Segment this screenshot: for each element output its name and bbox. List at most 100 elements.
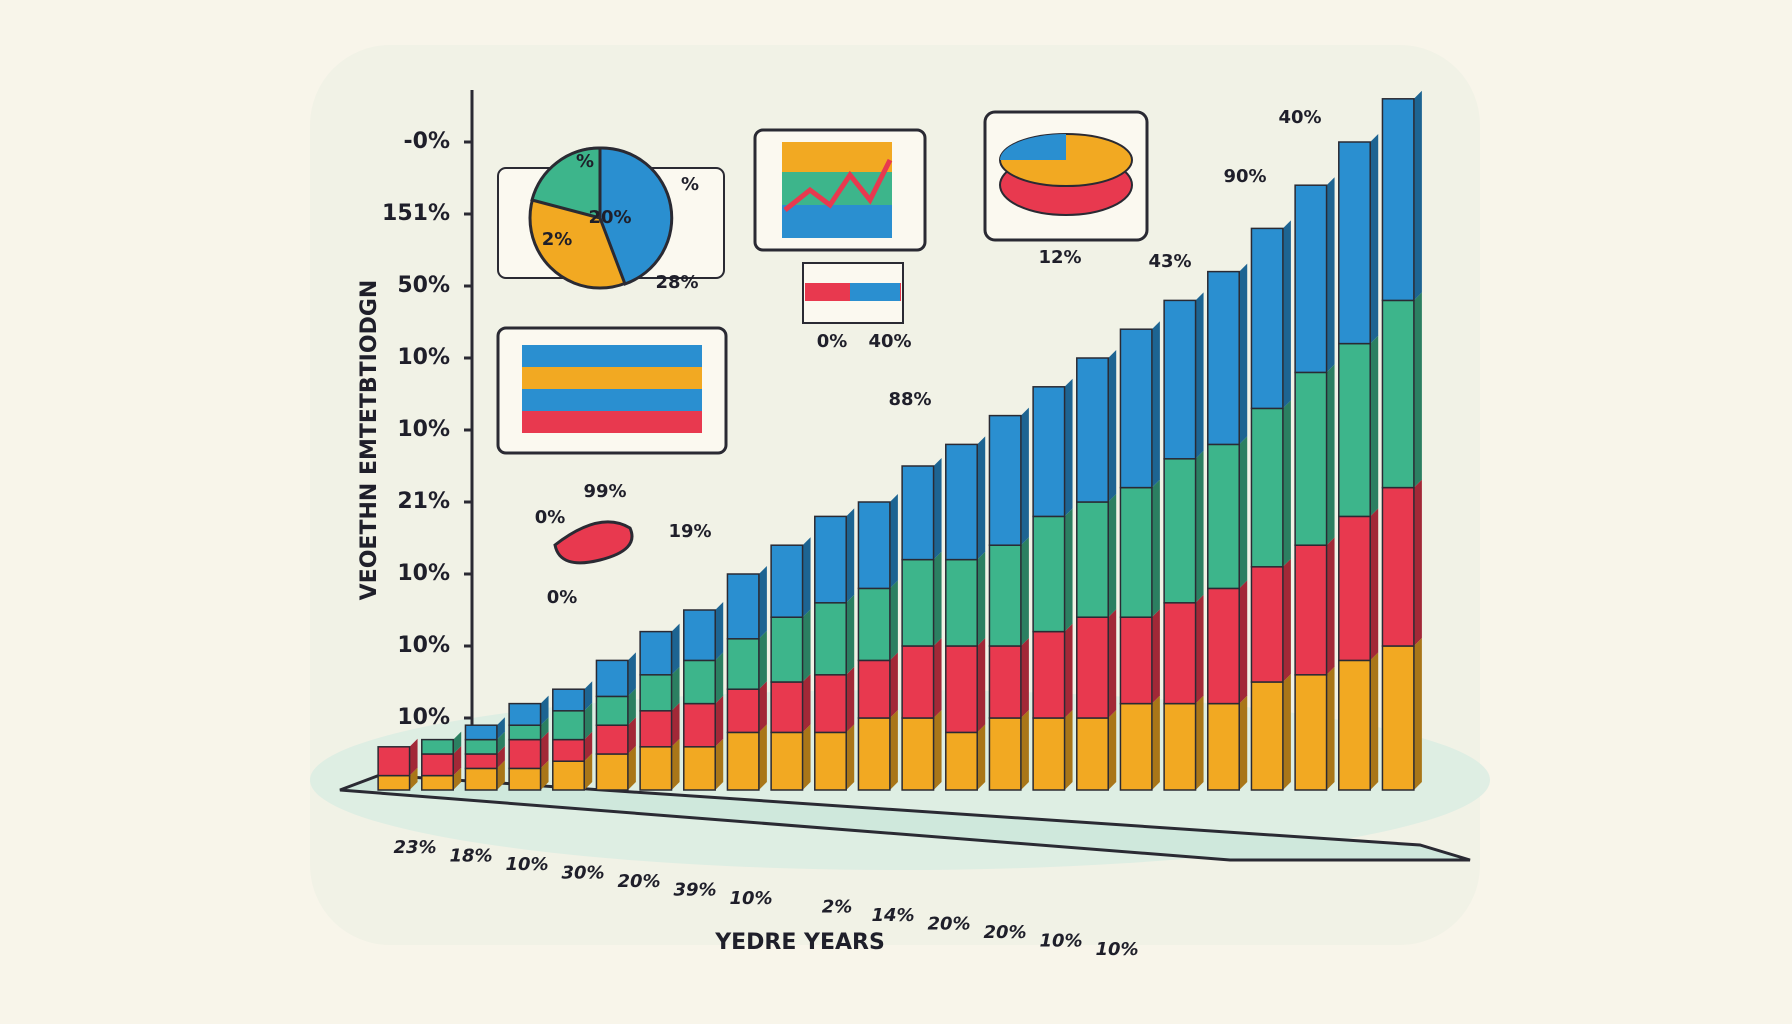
bar-side [1413,479,1422,646]
y-tick-label: 10% [397,633,450,658]
bar-segment [1163,602,1197,705]
bar-segment [1250,407,1284,568]
annotation: 43% [1148,251,1191,272]
bar-segment [1119,616,1153,705]
x-tick-label: 20% [983,922,1026,943]
bar-side [1108,494,1117,618]
bar-segment [1250,227,1284,410]
bar-segment [988,645,1022,719]
bar-segment [1338,342,1371,518]
bar-side [715,738,724,790]
bar-segment [639,746,673,791]
bar-side [933,710,942,790]
inset-line-chart [753,128,927,252]
y-tick-label: 10% [397,417,450,442]
bar-segment [945,443,978,561]
bar-segment [1294,184,1328,374]
annotation: % [681,174,699,195]
bar-segment [857,717,891,791]
bar-side [671,702,680,747]
bar-side [1020,537,1029,646]
bar-segment [814,602,847,676]
bar-side [802,724,811,790]
bar-segment [508,702,542,726]
y-tick-label: 151% [382,201,450,226]
bar-side [802,674,811,733]
bar-segment [1163,702,1197,791]
bar-side [846,508,855,603]
inset-pie [497,146,725,290]
bar-segment [1076,616,1109,719]
bar-side [1239,263,1248,445]
bar-segment [726,638,760,690]
bar-side [846,666,855,733]
bar-side [409,738,418,776]
bar-segment [1250,566,1284,683]
bar-side [715,652,724,704]
bar-segment [814,731,847,791]
y-tick-label: -0% [404,129,450,154]
bar-side [409,767,418,790]
bar-segment [508,738,542,770]
bar-segment [639,674,673,712]
bar-side [758,566,767,639]
bar-segment [639,630,673,676]
bar-side [1282,220,1291,409]
y-axis-title: VEOETHN EMTETBTIODGN [357,280,382,601]
bar-segment [1294,371,1328,546]
bar-side [671,738,680,790]
bar-side [1239,695,1248,790]
bar-segment [726,573,760,640]
bar-side [1020,710,1029,790]
bar-segment [1294,544,1328,676]
bar-side [977,436,986,560]
bar-side [715,602,724,661]
annotation: 19% [668,521,711,542]
bar-side [1413,292,1422,488]
bar-side [846,594,855,675]
bar-side [540,695,549,726]
bar-side [933,638,942,718]
bar-segment [1338,141,1371,345]
bar-segment [857,587,891,662]
bar-side [1108,710,1117,790]
bar-segment [464,753,498,770]
bar-segment [1119,702,1153,791]
bar-segment [814,674,847,734]
annotation: 90% [1223,166,1266,187]
bar-segment [464,738,498,755]
bar-side [1326,364,1335,546]
bar-segment [552,688,585,712]
bar-segment [945,645,978,734]
inset-table [496,326,728,455]
annotation: 28% [655,272,698,293]
y-tick-label: 10% [397,561,450,586]
bar-side [584,681,593,711]
bar-side [758,681,767,733]
x-tick-label: 10% [729,888,772,909]
x-tick-label: 30% [561,863,604,884]
bar-side [540,760,549,790]
bar-segment [421,738,454,755]
bar-segment [464,724,498,741]
bar-side [1370,134,1379,344]
bar-side [1239,580,1248,704]
bar-segment [1207,443,1240,590]
bar-segment [901,465,935,561]
y-tick-label: 10% [397,705,450,730]
bar-segment [683,609,716,662]
x-tick-label: 20% [617,871,660,892]
bar-segment [901,645,935,719]
bar-segment [1207,270,1240,446]
bar-side [1151,479,1160,618]
bar-segment [552,760,585,791]
bar-side [889,710,898,790]
bar-segment [857,659,891,719]
bar-side [496,717,505,740]
bar-side [977,551,986,646]
annotation: 40% [868,331,911,352]
annotation: 0% [535,507,566,528]
bar-segment [595,695,629,726]
bar-side [627,652,636,697]
bar-side [1151,321,1160,488]
